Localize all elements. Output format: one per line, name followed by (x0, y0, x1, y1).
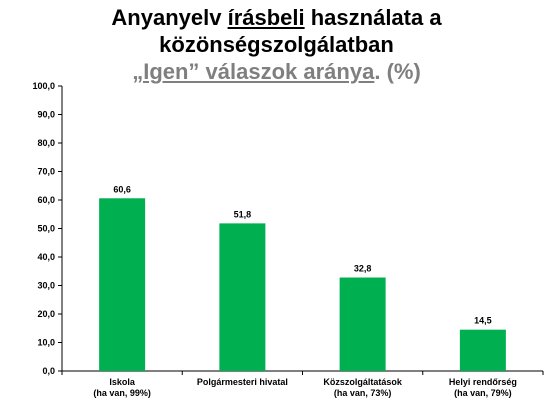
title-line-1: Anyanyelv írásbeli használata a (0, 4, 553, 31)
category-sublabel: (ha van, 73%) (334, 388, 392, 398)
title-line-2: közönségszolgálatban (159, 32, 394, 57)
chart-title: Anyanyelv írásbeli használata a közönség… (0, 4, 553, 85)
subtitle-dot: . (374, 59, 381, 84)
y-tick-label: 30,0 (37, 281, 55, 291)
bar (459, 329, 506, 371)
y-tick-label: 20,0 (37, 309, 55, 319)
chart-labels: 0,0 10,0 20,0 30,0 40,0 50,0 60,0 70,0 80,0 90,0 1… (32, 81, 516, 398)
category-label: Polgármesteri hivatal (197, 377, 288, 387)
title-part-a: Anyanyelv (111, 5, 228, 30)
category-sublabel: (ha van, 79%) (454, 388, 512, 398)
y-tick-label: 50,0 (37, 224, 55, 234)
y-tick-label: 60,0 (37, 195, 55, 205)
category-label: Iskola (109, 377, 136, 387)
bar (339, 277, 386, 371)
chart-bars (99, 198, 506, 371)
subtitle-underlined: „Igen” válaszok aránya (132, 59, 375, 84)
category-label: Közszolgáltatások (323, 377, 403, 387)
category-label: Helyi rendőrség (449, 377, 517, 387)
title-part-b: használata a (304, 5, 442, 30)
y-tick-label: 100,0 (32, 81, 55, 91)
y-tick-label: 0,0 (42, 366, 55, 376)
bar (219, 223, 266, 371)
bar (99, 198, 146, 371)
category-sublabel: (ha van, 99%) (93, 388, 151, 398)
y-tick-label: 90,0 (37, 110, 55, 120)
data-label: 51,8 (234, 209, 252, 219)
y-tick-label: 70,0 (37, 167, 55, 177)
y-tick-label: 10,0 (37, 338, 55, 348)
y-tick-label: 40,0 (37, 252, 55, 262)
subtitle-unit: (%) (380, 59, 421, 84)
data-label: 14,5 (474, 316, 492, 326)
chart-subtitle: „Igen” válaszok aránya. (%) (0, 58, 553, 85)
data-label: 60,6 (113, 184, 131, 194)
y-tick-label: 80,0 (37, 138, 55, 148)
title-underlined-word: írásbeli (227, 5, 305, 30)
data-label: 32,8 (354, 264, 372, 274)
